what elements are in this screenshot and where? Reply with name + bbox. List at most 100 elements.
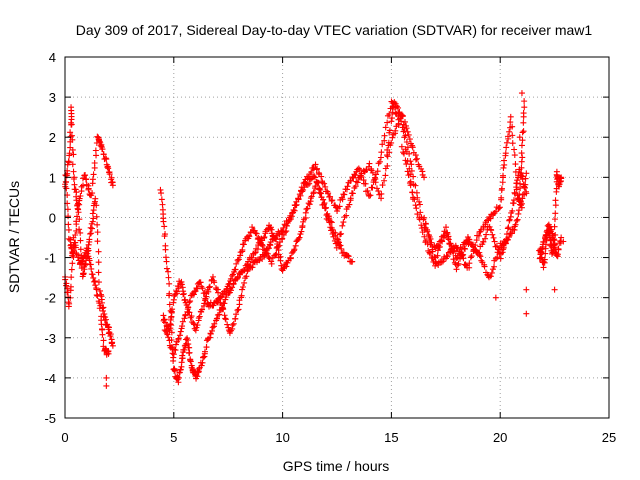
data-point <box>314 165 321 172</box>
data-point <box>90 171 97 178</box>
data-point <box>308 193 315 200</box>
data-point <box>385 139 392 146</box>
data-point <box>422 237 429 244</box>
data-point <box>95 269 102 276</box>
data-point <box>450 256 457 263</box>
data-point <box>404 128 411 135</box>
data-point <box>367 192 374 199</box>
data-point <box>520 128 527 135</box>
data-point <box>487 215 494 222</box>
data-point <box>210 302 217 309</box>
data-point <box>392 127 399 134</box>
grid <box>65 57 609 418</box>
data-point <box>233 311 240 318</box>
data-point <box>67 236 74 243</box>
data-point <box>95 259 102 266</box>
data-point <box>329 230 336 237</box>
data-point <box>209 324 216 331</box>
data-point <box>306 201 313 208</box>
data-point <box>68 266 75 273</box>
data-point <box>335 239 342 246</box>
data-point <box>276 242 283 249</box>
data-point <box>290 206 297 213</box>
data-point <box>79 255 86 262</box>
data-point <box>75 209 82 216</box>
data-point <box>171 368 178 375</box>
data-point <box>77 193 84 200</box>
data-point <box>109 182 116 189</box>
data-point <box>312 161 319 168</box>
data-point <box>412 202 419 209</box>
data-point <box>176 332 183 339</box>
data-point <box>364 187 371 194</box>
data-point <box>378 190 385 197</box>
data-point <box>352 172 359 179</box>
data-point <box>512 161 519 168</box>
data-point <box>246 233 253 240</box>
data-point <box>191 321 198 328</box>
data-point <box>409 189 416 196</box>
data-point <box>518 200 525 207</box>
data-point <box>283 222 290 229</box>
data-point <box>194 322 201 329</box>
data-point <box>282 229 289 236</box>
data-point <box>224 321 231 328</box>
data-point <box>404 144 411 151</box>
data-point <box>517 172 524 179</box>
data-point <box>509 207 516 214</box>
data-point <box>232 266 239 273</box>
data-point <box>356 166 363 173</box>
data-point <box>211 320 218 327</box>
data-point <box>366 160 373 167</box>
data-point <box>441 228 448 235</box>
data-point <box>505 234 512 241</box>
data-point <box>411 196 418 203</box>
data-point <box>505 224 512 231</box>
data-point <box>191 288 198 295</box>
data-point <box>186 344 193 351</box>
data-point <box>62 178 69 185</box>
data-point <box>400 121 407 128</box>
data-point <box>502 239 509 246</box>
data-point <box>267 225 274 232</box>
data-point <box>243 273 250 280</box>
data-point <box>311 173 318 180</box>
data-point <box>286 216 293 223</box>
data-point <box>238 268 245 275</box>
data-point <box>343 212 350 219</box>
data-point <box>175 335 182 342</box>
data-point <box>372 179 379 186</box>
y-tick-label: 1 <box>49 170 56 185</box>
data-point <box>65 221 72 228</box>
data-point <box>192 327 199 334</box>
data-point <box>408 161 415 168</box>
data-point <box>214 299 221 306</box>
x-tick-label: 20 <box>493 430 507 445</box>
data-point <box>318 194 325 201</box>
data-point <box>69 161 76 168</box>
data-point <box>67 283 74 290</box>
data-point <box>201 289 208 296</box>
data-point <box>78 183 85 190</box>
data-point <box>423 226 430 233</box>
data-point <box>421 214 428 221</box>
data-point <box>416 201 423 208</box>
data-point <box>261 234 268 241</box>
data-point <box>500 164 507 171</box>
data-point <box>518 142 525 149</box>
data-point <box>96 300 103 307</box>
data-point <box>240 241 247 248</box>
data-point <box>379 141 386 148</box>
data-point <box>68 110 75 117</box>
data-point <box>374 168 381 175</box>
data-point <box>381 132 388 139</box>
data-point <box>402 132 409 139</box>
data-point <box>166 301 173 308</box>
data-point <box>239 246 246 253</box>
data-point <box>66 150 73 157</box>
data-point <box>492 243 499 250</box>
data-point <box>295 196 302 203</box>
data-point <box>288 210 295 217</box>
data-point <box>384 146 391 153</box>
data-point <box>92 147 99 154</box>
